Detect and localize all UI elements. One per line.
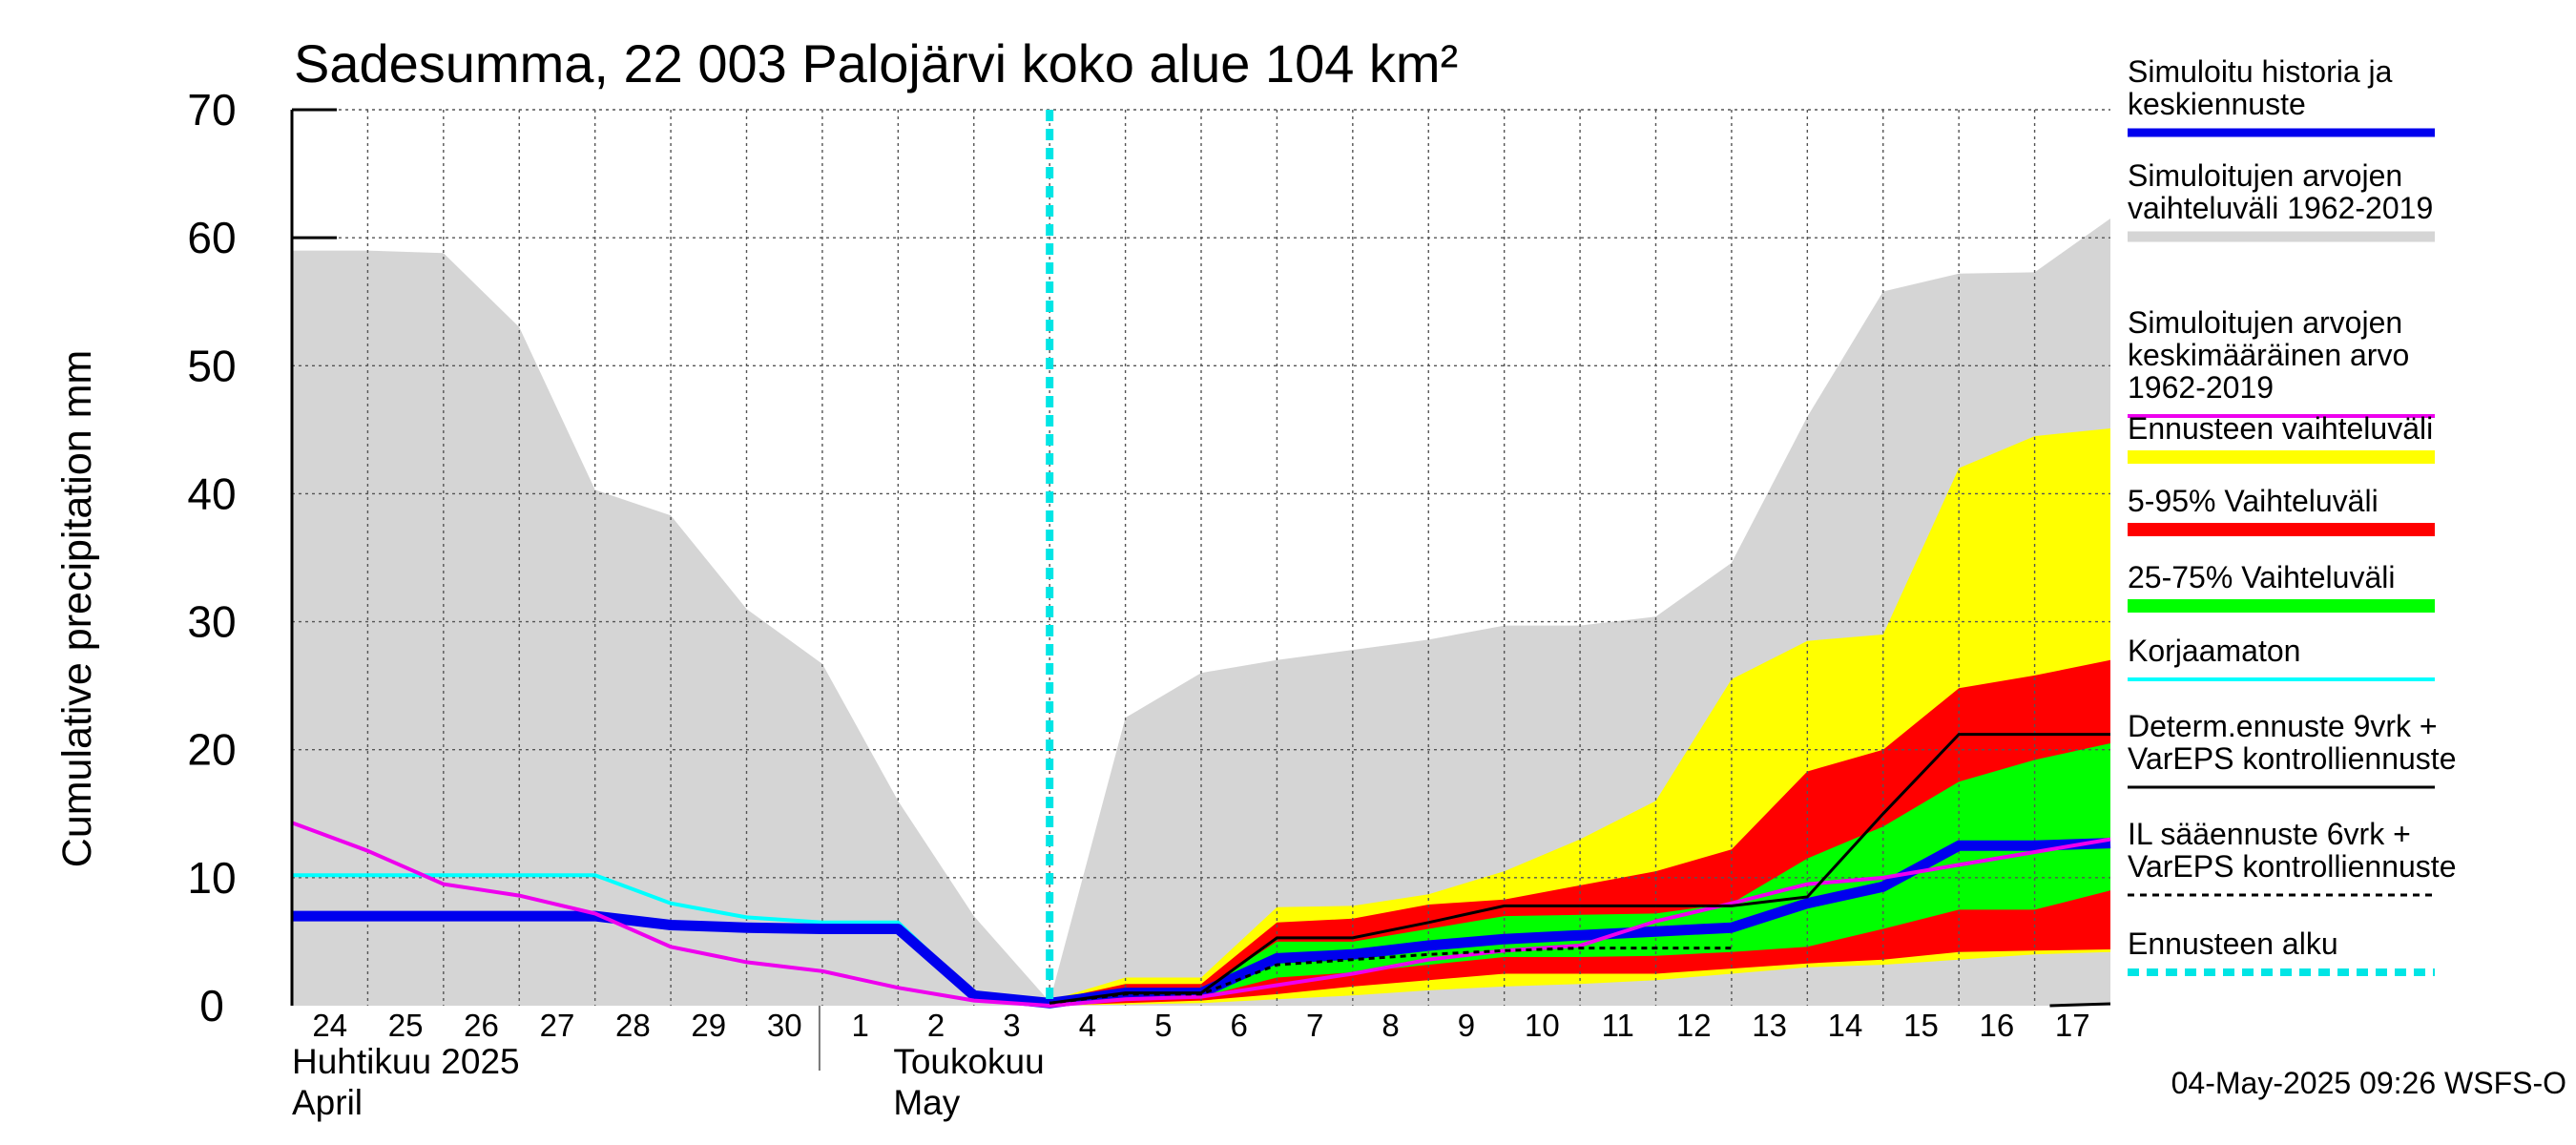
x-tick-label: 8	[1381, 1008, 1399, 1043]
legend-label: 25-75% Vaihteluväli	[2128, 560, 2395, 594]
x-tick-label: 17	[2055, 1008, 2090, 1043]
month-label-en: May	[893, 1083, 960, 1122]
axes	[290, 108, 821, 1071]
month-label-fi: Huhtikuu 2025	[292, 1042, 520, 1081]
x-tick-label: 27	[540, 1008, 575, 1043]
x-tick-label: 15	[1903, 1008, 1939, 1043]
x-tick-label: 16	[1980, 1008, 2015, 1043]
x-tick-label: 5	[1154, 1008, 1172, 1043]
x-tick-label: 1	[851, 1008, 868, 1043]
grid-lines	[292, 109, 2110, 1006]
legend-label: IL sääennuste 6vrk +	[2128, 817, 2411, 851]
y-tick-label: 70	[187, 85, 236, 135]
series-determ-ennuste	[1049, 733, 2110, 1005]
legend-label: 1962-2019	[2128, 370, 2274, 405]
y-tick-label: 50	[187, 341, 236, 390]
x-tick-label: 25	[388, 1008, 424, 1043]
legend-label: VarEPS kontrolliennuste	[2128, 849, 2456, 884]
x-tick-label: 4	[1079, 1008, 1096, 1043]
legend-label: vaihteluväli 1962-2019	[2128, 191, 2433, 225]
x-tick-label: 24	[312, 1008, 347, 1043]
legend-label: Ennusteen vaihteluväli	[2128, 411, 2433, 446]
x-tick-label: 2	[927, 1008, 945, 1043]
x-tick-label: 26	[464, 1008, 499, 1043]
series-il-saaennuste	[1049, 947, 1732, 1005]
legend-label: Determ.ennuste 9vrk +	[2128, 709, 2438, 743]
legend-label: Ennusteen alku	[2128, 926, 2338, 961]
y-tick-label: 10	[187, 853, 236, 903]
x-tick-label: 10	[1525, 1008, 1560, 1043]
legend-label: keskimääräinen arvo	[2128, 338, 2409, 372]
y-tick-labels: 0 10 20 30 40 50 60 70	[187, 85, 236, 1030]
month-label-en: April	[292, 1083, 363, 1122]
x-tick-label: 9	[1458, 1008, 1475, 1043]
y-tick-label: 0	[199, 981, 224, 1030]
legend-label: Simuloitujen arvojen	[2128, 158, 2402, 193]
y-tick-label: 60	[187, 213, 236, 262]
legend-label: 5-95% Vaihteluväli	[2128, 484, 2379, 518]
x-tick-label: 3	[1003, 1008, 1020, 1043]
y-tick-label: 40	[187, 468, 236, 518]
legend-label: Simuloitujen arvojen	[2128, 305, 2402, 340]
x-tick-label: 13	[1752, 1008, 1787, 1043]
y-axis-label: Cumulative precipitation mm	[54, 350, 100, 867]
legend-label: VarEPS kontrolliennuste	[2128, 741, 2456, 776]
x-tick-label: 7	[1306, 1008, 1323, 1043]
y-tick-label: 30	[187, 597, 236, 647]
legend-label: Korjaamaton	[2128, 634, 2300, 668]
legend-label: keskiennuste	[2128, 87, 2306, 121]
series-keskimaarainen	[291, 821, 2111, 1009]
timestamp-label: 04-May-2025 09:26 WSFS-O	[2171, 1066, 2566, 1100]
chart-title: Sadesumma, 22 003 Palojärvi koko alue 10…	[294, 33, 1458, 94]
x-tick-label: 12	[1676, 1008, 1712, 1043]
legend-label: Simuloitu historia ja	[2128, 54, 2393, 89]
x-tick-label: 30	[767, 1008, 802, 1043]
x-tick-label: 11	[1602, 1008, 1634, 1043]
x-tick-labels: 24 25 26 27 28 29 30 1 2 3 4 5 6 7 8 9 10 11 12 13 14 15 16 17	[312, 1008, 2089, 1043]
x-tick-label: 28	[615, 1008, 651, 1043]
month-label-fi: Toukokuu	[893, 1042, 1044, 1081]
x-tick-label: 6	[1231, 1008, 1248, 1043]
series-lines	[291, 110, 2111, 1009]
x-tick-label: 14	[1828, 1008, 1863, 1043]
x-tick-label: 29	[691, 1008, 726, 1043]
bottom-right-mark	[2049, 1002, 2111, 1008]
y-tick-label: 20	[187, 725, 236, 775]
